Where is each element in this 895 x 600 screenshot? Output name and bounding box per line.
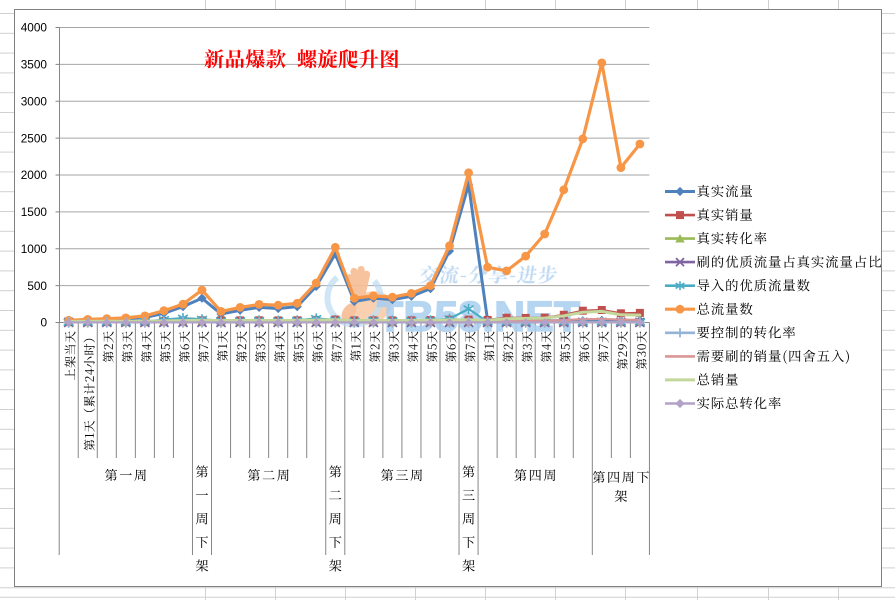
svg-text:3000: 3000 xyxy=(21,95,48,109)
svg-text:2500: 2500 xyxy=(21,131,48,145)
svg-text:3500: 3500 xyxy=(21,58,48,72)
svg-text:1000: 1000 xyxy=(21,242,48,256)
svg-text:0: 0 xyxy=(40,316,47,330)
svg-text:500: 500 xyxy=(27,279,47,293)
svg-text:2000: 2000 xyxy=(21,168,48,182)
svg-text:4000: 4000 xyxy=(21,21,48,35)
svg-text:1500: 1500 xyxy=(21,205,48,219)
